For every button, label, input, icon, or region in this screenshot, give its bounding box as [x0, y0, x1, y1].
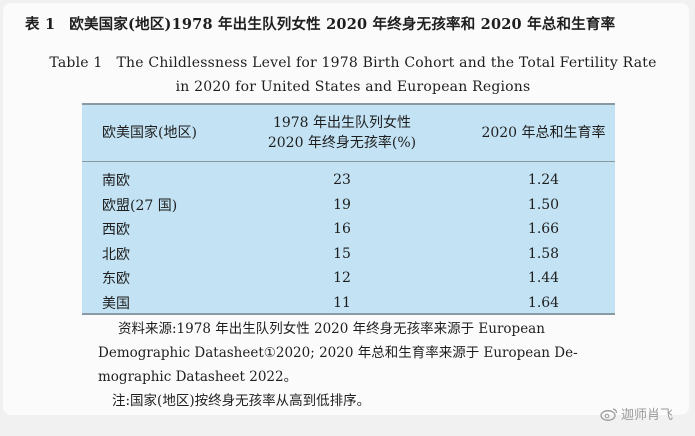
table-row: 南欧 23 1.24	[82, 162, 615, 193]
table-row: 北欧 15 1.58	[82, 242, 615, 267]
table-label-english: Table 1	[49, 55, 103, 71]
table-title-english: Table 1 The Childlessness Level for 1978 …	[43, 51, 663, 99]
table-title-english-line1: The Childlessness Level for 1978 Birth C…	[116, 55, 657, 71]
cell-region: 西欧	[102, 222, 130, 239]
watermark: 迦师肖飞	[600, 404, 673, 423]
header-childlessness: 1978 年出生队列女性 2020 年终身无孩率(%)	[252, 105, 432, 162]
data-table: 欧美国家(地区) 1978 年出生队列女性 2020 年终身无孩率(%) 202…	[82, 103, 615, 315]
table-row: 东欧 12 1.44	[82, 266, 615, 291]
table-header-row: 欧美国家(地区) 1978 年出生队列女性 2020 年终身无孩率(%) 202…	[82, 105, 615, 162]
header-region: 欧美国家(地区)	[82, 105, 252, 162]
table-title-text-chinese: 欧美国家(地区)1978 年出生队列女性 2020 年终身无孩率和 2020 年…	[69, 16, 616, 33]
cell-childlessness: 15	[333, 245, 351, 262]
cell-childlessness: 19	[333, 196, 351, 213]
watermark-text: 迦师肖飞	[621, 408, 674, 423]
cell-tfr: 1.24	[527, 172, 560, 189]
table-row: 西欧 16 1.66	[82, 217, 615, 242]
table-number-chinese: 表 1	[25, 16, 56, 33]
cell-region: 美国	[102, 295, 130, 312]
cell-region: 东欧	[102, 271, 130, 288]
cell-childlessness: 23	[333, 172, 351, 189]
cell-region: 欧盟(27 国)	[102, 197, 178, 214]
document-page: 表 1 欧美国家(地区)1978 年出生队列女性 2020 年终身无孩率和 202…	[3, 3, 689, 415]
header-tfr: 2020 年总和生育率	[432, 105, 615, 162]
cell-tfr: 1.44	[527, 270, 560, 287]
header-childlessness-line1: 1978 年出生队列女性	[272, 115, 412, 131]
cell-tfr: 1.58	[527, 245, 560, 262]
source-note-line1: 资料来源:1978 年出生队列女性 2020 年终身无孩率来源于 Europea…	[118, 321, 545, 337]
source-note-line3: mographic Datasheet 2022。	[98, 369, 298, 385]
table-row: 美国 11 1.64	[82, 291, 615, 316]
table-notes: 资料来源:1978 年出生队列女性 2020 年终身无孩率来源于 Europea…	[98, 317, 618, 413]
header-childlessness-line2: 2020 年终身无孩率(%)	[267, 135, 417, 151]
ordering-note: 注:国家(地区)按终身无孩率从高到低排序。	[112, 393, 371, 409]
cell-childlessness: 11	[333, 294, 351, 311]
cell-childlessness: 12	[333, 270, 351, 287]
table-title-chinese: 表 1 欧美国家(地区)1978 年出生队列女性 2020 年终身无孩率和 202…	[25, 13, 675, 34]
table-row: 欧盟(27 国) 19 1.50	[82, 193, 615, 218]
cell-region: 南欧	[102, 173, 130, 190]
cell-tfr: 1.64	[527, 294, 560, 311]
cell-region: 北欧	[102, 246, 130, 263]
cell-tfr: 1.50	[527, 196, 560, 213]
source-note-line2: Demographic Datasheet①2020; 2020 年总和生育率来…	[98, 345, 578, 361]
cell-tfr: 1.66	[527, 221, 560, 238]
weibo-icon	[600, 407, 618, 421]
cell-childlessness: 16	[333, 221, 351, 238]
table-title-english-line2: in 2020 for United States and European R…	[175, 79, 531, 95]
